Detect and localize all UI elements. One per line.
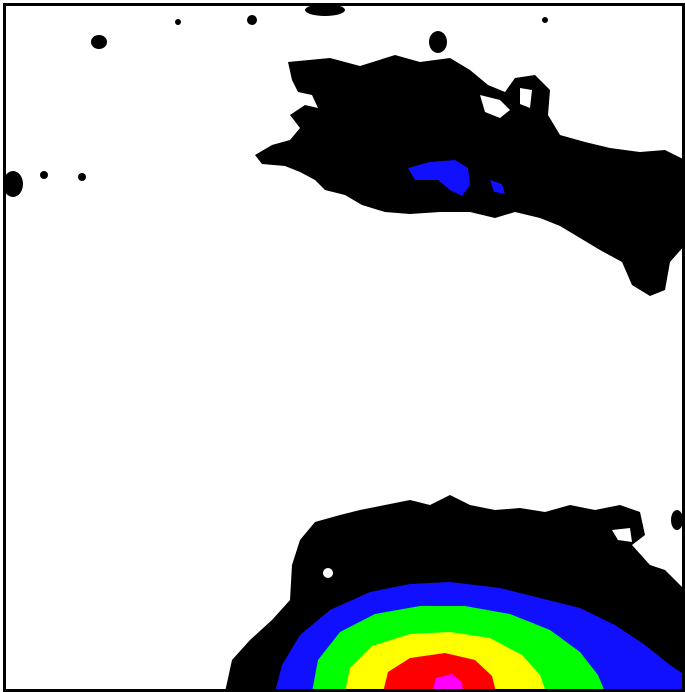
lower-hole — [323, 568, 333, 578]
upper-peak — [408, 160, 470, 196]
upper-hole — [520, 88, 532, 108]
speck — [247, 15, 257, 25]
speck — [175, 19, 181, 25]
speck — [40, 171, 48, 179]
specks — [3, 4, 683, 530]
upper-peak — [490, 180, 505, 194]
lower-hole — [612, 528, 632, 542]
speck — [429, 31, 447, 53]
speck — [542, 17, 548, 23]
speck — [671, 510, 683, 530]
speck — [305, 4, 345, 16]
speck — [3, 171, 23, 197]
speck — [91, 35, 107, 49]
speck — [78, 173, 86, 181]
upper-hole — [480, 95, 510, 118]
upper-region — [255, 55, 685, 296]
contour-peak — [432, 674, 463, 692]
contour-red — [383, 653, 496, 692]
frame — [3, 3, 685, 692]
